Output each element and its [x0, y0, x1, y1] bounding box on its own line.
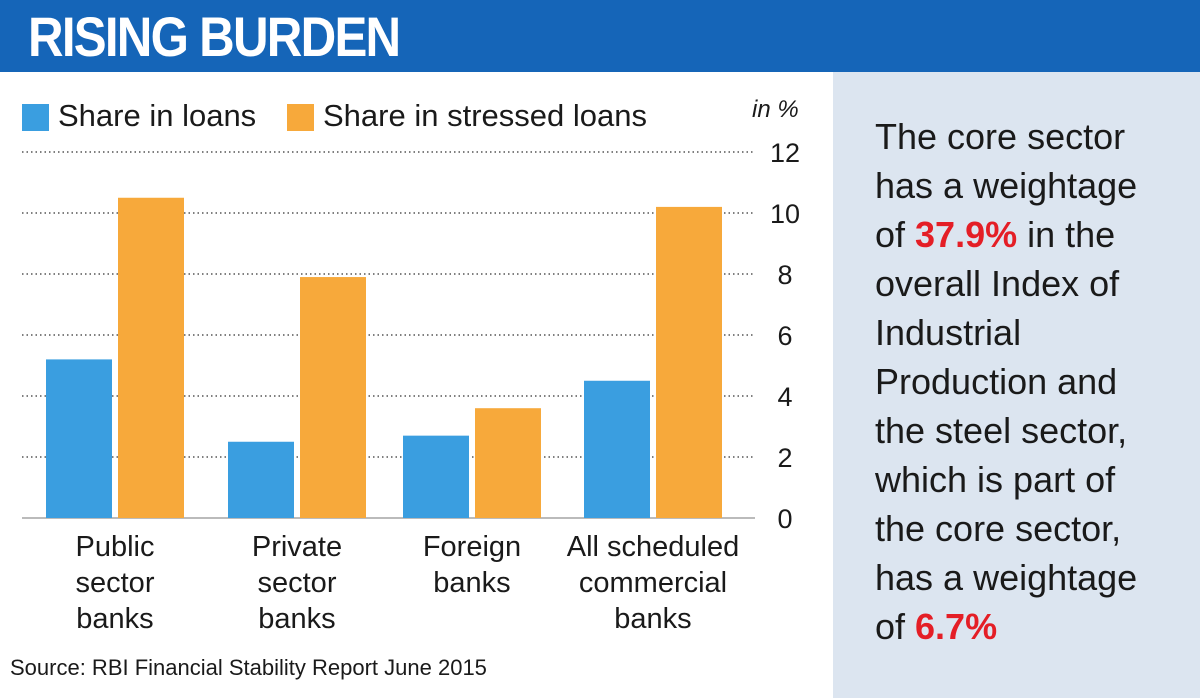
bar-share-in-stressed-loans: [118, 197, 184, 518]
x-category-label: Foreign: [423, 531, 521, 563]
note-text-part: of: [875, 214, 916, 255]
x-category-label: commercial: [579, 567, 727, 599]
highlight-value: 37.9%: [915, 214, 1018, 255]
unit-label: in %: [752, 96, 799, 123]
x-category-label: sector: [76, 567, 155, 599]
note-line: of 6.7%: [875, 602, 1195, 651]
bar-share-in-loans: [228, 441, 294, 518]
x-category-label: sector: [258, 567, 337, 599]
y-tick-label: 4: [777, 382, 792, 412]
bar-share-in-loans: [46, 359, 112, 518]
x-category-label: All scheduled: [567, 531, 740, 563]
y-tick-label: 8: [777, 260, 792, 290]
highlight-value: 6.7%: [915, 606, 998, 647]
note-line: Industrial: [875, 312, 1022, 353]
note-line: the steel sector,: [875, 410, 1128, 451]
y-tick-label: 6: [777, 321, 792, 351]
x-category-label: Private: [252, 531, 342, 563]
note-text-part: in the: [1017, 214, 1116, 255]
legend-label-share-in-loans: Share in loans: [58, 98, 257, 133]
bar-share-in-stressed-loans: [475, 408, 541, 518]
note-line: which is part of: [875, 459, 1116, 500]
y-tick-label: 10: [770, 199, 800, 229]
source-note: Source: RBI Financial Stability Report J…: [10, 655, 487, 680]
note-line: The core sector: [875, 116, 1126, 157]
y-tick-label: 12: [770, 138, 800, 168]
note-panel: The core sector has a weightage of 37.9%…: [833, 72, 1200, 698]
y-tick-label: 0: [777, 504, 792, 534]
note-text-part: of: [875, 606, 916, 647]
bar-share-in-stressed-loans: [300, 277, 366, 518]
note-line: the core sector,: [875, 508, 1122, 549]
x-category-label: banks: [258, 603, 335, 635]
note-line: has a weightage: [875, 557, 1138, 598]
note-text: The core sector has a weightage of 37.9%…: [875, 112, 1195, 651]
header-bar: RISING BURDEN: [0, 0, 1200, 72]
y-tick-label: 2: [777, 443, 792, 473]
chart-title: RISING BURDEN: [28, 5, 401, 68]
note-line: of 37.9% in the: [875, 210, 1195, 259]
bar-share-in-stressed-loans: [656, 206, 722, 518]
x-category-label: Public: [76, 531, 155, 563]
chart-area: Share in loans Share in stressed loans i…: [0, 72, 833, 698]
legend-swatch-share-in-stressed-loans: [287, 104, 314, 131]
bar-share-in-loans: [584, 380, 650, 518]
note-line: has a weightage: [875, 165, 1138, 206]
note-line: overall Index of: [875, 263, 1120, 304]
bar-share-in-loans: [403, 435, 469, 518]
legend-swatch-share-in-loans: [22, 104, 49, 131]
x-category-label: banks: [76, 603, 153, 635]
bar-chart: 0 2 4 6 8 10 12 Public sector banks Private sector b…: [22, 138, 800, 635]
x-category-label: banks: [433, 567, 510, 599]
legend-label-share-in-stressed-loans: Share in stressed loans: [323, 98, 647, 133]
x-category-label: banks: [614, 603, 691, 635]
note-line: Production and: [875, 361, 1118, 402]
